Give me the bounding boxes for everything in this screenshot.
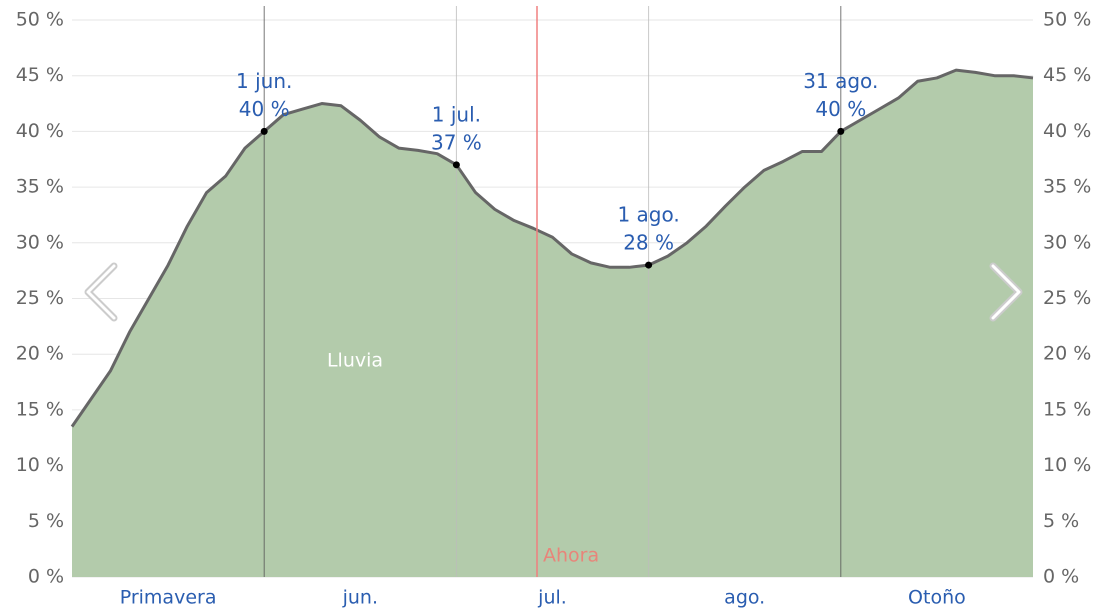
annotation-date: 1 jun. bbox=[236, 69, 292, 93]
annotation-value: 28 % bbox=[623, 231, 674, 255]
x-tick-label: jun. bbox=[342, 587, 378, 609]
prev-button[interactable] bbox=[84, 262, 118, 322]
prev-arrow-inner[interactable] bbox=[86, 264, 116, 320]
y-tick-label: 15 % bbox=[16, 398, 64, 420]
y2-tick-label: 0 % bbox=[1043, 566, 1079, 588]
annotation-dot bbox=[452, 161, 460, 169]
x-tick-label: jul. bbox=[537, 587, 567, 609]
y2-tick-label: 10 % bbox=[1043, 454, 1091, 476]
annotation-date: 1 ago. bbox=[617, 203, 679, 227]
annotation-value: 40 % bbox=[239, 97, 290, 121]
y2-tick-label: 5 % bbox=[1043, 510, 1079, 532]
y2-tick-label: 20 % bbox=[1043, 343, 1091, 365]
y-tick-label: 25 % bbox=[16, 287, 64, 309]
y-tick-label: 20 % bbox=[16, 343, 64, 365]
x-tick-label: Otoño bbox=[908, 587, 966, 609]
y2-tick-label: 50 % bbox=[1043, 9, 1091, 31]
next-button[interactable] bbox=[989, 262, 1023, 322]
y-tick-label: 40 % bbox=[16, 120, 64, 142]
y-tick-label: 30 % bbox=[16, 231, 64, 253]
annotation-value: 40 % bbox=[815, 97, 866, 121]
y2-tick-label: 45 % bbox=[1043, 64, 1091, 86]
y2-tick-label: 35 % bbox=[1043, 176, 1091, 198]
y-tick-label: 0 % bbox=[28, 566, 64, 588]
y-tick-label: 35 % bbox=[16, 176, 64, 198]
annotation-dot bbox=[645, 261, 653, 269]
y2-tick-label: 25 % bbox=[1043, 287, 1091, 309]
x-tick-label: ago. bbox=[724, 587, 765, 609]
y2-tick-label: 15 % bbox=[1043, 398, 1091, 420]
annotation-date: 31 ago. bbox=[803, 69, 878, 93]
y2-tick-label: 40 % bbox=[1043, 120, 1091, 142]
y-tick-label: 5 % bbox=[28, 510, 64, 532]
area bbox=[72, 70, 1033, 577]
line bbox=[70, 68, 1034, 428]
annotation-value: 37 % bbox=[431, 130, 482, 154]
y-tick-label: 45 % bbox=[16, 64, 64, 86]
prev-arrow[interactable] bbox=[84, 262, 118, 322]
now-label: Ahora bbox=[543, 545, 599, 567]
y-tick-label: 50 % bbox=[16, 9, 64, 31]
series-label: Lluvia bbox=[327, 350, 383, 372]
x-tick-label: Primavera bbox=[120, 587, 217, 609]
y2-tick-label: 30 % bbox=[1043, 231, 1091, 253]
annotation-date: 1 jul. bbox=[432, 102, 481, 126]
y-tick-label: 10 % bbox=[16, 454, 64, 476]
next-arrow-inner[interactable] bbox=[991, 264, 1021, 320]
annotation-dot bbox=[260, 127, 268, 135]
annotation-dot bbox=[837, 127, 845, 135]
